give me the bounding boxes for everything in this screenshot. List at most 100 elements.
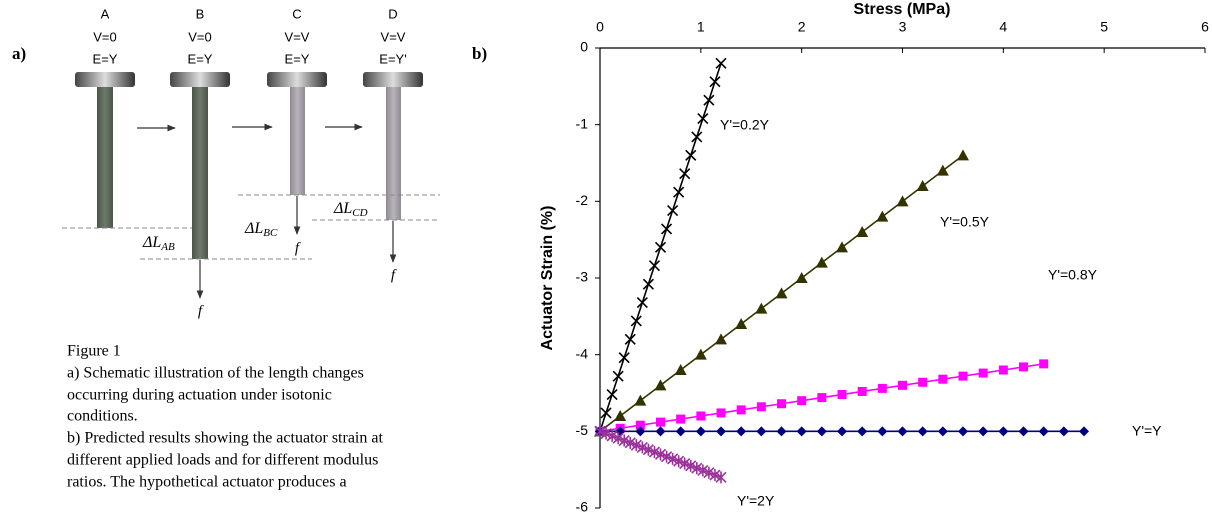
marker bbox=[898, 380, 907, 390]
marker bbox=[695, 426, 706, 437]
column-e: E=Y' bbox=[379, 51, 406, 66]
marker bbox=[656, 417, 665, 427]
marker bbox=[691, 131, 703, 143]
y-tick-label: -1 bbox=[576, 115, 589, 131]
x-tick-label: 2 bbox=[798, 19, 806, 35]
rod bbox=[97, 87, 113, 228]
marker bbox=[618, 352, 630, 364]
marker bbox=[685, 459, 697, 472]
force-label: f bbox=[198, 303, 204, 319]
marker bbox=[715, 471, 727, 484]
marker bbox=[655, 426, 666, 437]
y-tick-label: -5 bbox=[576, 422, 589, 438]
column-letter: B bbox=[196, 6, 205, 21]
marker bbox=[679, 457, 691, 470]
column-letter: C bbox=[292, 6, 301, 21]
x-tick-label: 4 bbox=[999, 19, 1007, 35]
marker bbox=[703, 94, 715, 106]
marker bbox=[796, 426, 807, 437]
column-v: V=V bbox=[285, 29, 310, 44]
marker bbox=[1039, 359, 1049, 369]
marker bbox=[857, 426, 868, 437]
marker bbox=[958, 426, 968, 437]
marker bbox=[777, 399, 786, 409]
y-tick-label: -3 bbox=[576, 269, 589, 285]
series bbox=[594, 425, 727, 484]
marker bbox=[703, 466, 715, 479]
marker bbox=[896, 195, 909, 207]
y-tick-label: -2 bbox=[576, 192, 589, 208]
marker bbox=[636, 441, 648, 454]
marker bbox=[667, 204, 679, 217]
y-tick-label: -4 bbox=[576, 345, 589, 361]
marker bbox=[674, 364, 687, 375]
marker bbox=[676, 414, 686, 424]
marker bbox=[654, 241, 667, 253]
marker bbox=[679, 168, 691, 180]
marker bbox=[654, 379, 667, 391]
marker bbox=[775, 287, 788, 299]
rod bbox=[386, 87, 401, 220]
marker bbox=[614, 410, 627, 421]
marker bbox=[697, 464, 709, 477]
caption-line: b) Predicted results showing the actuato… bbox=[67, 430, 383, 447]
marker bbox=[612, 432, 624, 445]
marker bbox=[606, 388, 618, 401]
marker bbox=[1018, 426, 1029, 437]
caption-line: occurring during actuation under isotoni… bbox=[67, 387, 332, 404]
marker bbox=[630, 315, 642, 327]
marker bbox=[797, 396, 807, 406]
marker bbox=[675, 426, 686, 437]
marker bbox=[876, 210, 889, 222]
clamp bbox=[363, 72, 423, 87]
clamp bbox=[267, 72, 327, 87]
marker bbox=[836, 241, 848, 253]
marker bbox=[1019, 362, 1028, 372]
rod bbox=[192, 87, 208, 259]
marker bbox=[1038, 426, 1049, 437]
caption-line: different applied loads and for differen… bbox=[67, 452, 378, 469]
panel-label: a) bbox=[12, 44, 26, 63]
marker bbox=[978, 368, 988, 378]
marker bbox=[654, 448, 667, 461]
x-tick-label: 6 bbox=[1201, 19, 1209, 35]
marker bbox=[937, 426, 948, 437]
marker bbox=[618, 434, 630, 447]
marker bbox=[1058, 426, 1069, 437]
series-label: Y'=2Y bbox=[737, 493, 775, 509]
plot: 0 1 2 3 4 5 6 -6 -5 -4 -3 -2 -1 0 Y'=0.2Y Y'=0.5Y Y'=0.8… bbox=[576, 19, 1210, 512]
marker bbox=[795, 272, 808, 283]
delta-label: ΔLBC bbox=[244, 220, 278, 239]
column-v: V=0 bbox=[93, 29, 117, 44]
marker bbox=[594, 425, 606, 438]
marker bbox=[736, 426, 747, 437]
marker bbox=[600, 407, 612, 419]
marker bbox=[697, 112, 709, 125]
clamp bbox=[170, 72, 230, 87]
series-label: Y'=0.2Y bbox=[720, 117, 770, 133]
marker bbox=[755, 302, 768, 314]
marker bbox=[673, 186, 685, 198]
rod bbox=[290, 87, 305, 195]
series-label: Y'=0.8Y bbox=[1048, 267, 1098, 283]
column-v: V=0 bbox=[188, 29, 212, 44]
marker bbox=[756, 402, 766, 412]
column-v: V=V bbox=[381, 29, 406, 44]
marker bbox=[776, 426, 787, 437]
marker bbox=[648, 446, 661, 459]
delta-label: ΔLAB bbox=[142, 234, 175, 253]
marker bbox=[600, 427, 612, 440]
marker bbox=[877, 426, 888, 437]
marker bbox=[918, 377, 928, 387]
marker bbox=[634, 394, 647, 406]
force-label: f bbox=[295, 240, 301, 256]
column-letter: A bbox=[101, 6, 110, 21]
marker bbox=[736, 405, 746, 415]
marker bbox=[642, 443, 654, 456]
force-label: f bbox=[391, 267, 397, 283]
marker bbox=[957, 149, 969, 161]
marker bbox=[660, 223, 673, 235]
clamp bbox=[75, 72, 135, 87]
marker bbox=[685, 149, 697, 161]
series bbox=[594, 149, 969, 437]
